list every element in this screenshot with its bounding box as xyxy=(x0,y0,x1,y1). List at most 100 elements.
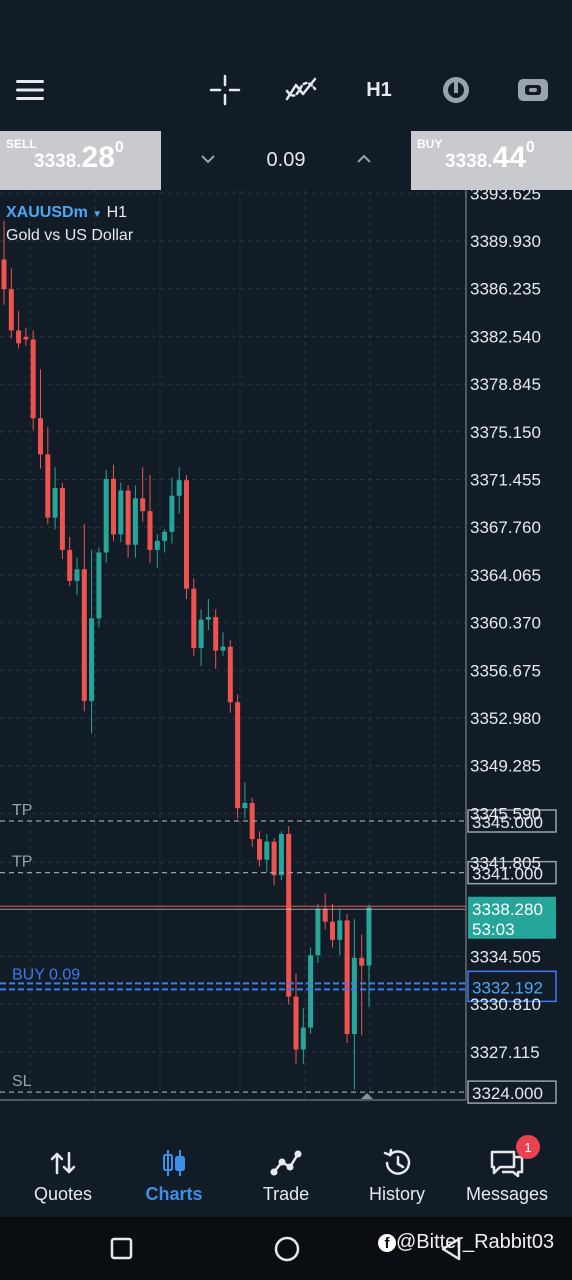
account-icon[interactable] xyxy=(516,70,550,110)
crosshair-icon[interactable] xyxy=(208,70,242,110)
nav-trade[interactable]: Trade xyxy=(231,1148,341,1205)
candle xyxy=(242,782,248,819)
candle-body xyxy=(8,289,14,331)
candle xyxy=(344,913,350,1044)
candle xyxy=(235,694,241,819)
candle-body xyxy=(147,511,153,550)
candle-body xyxy=(213,617,219,651)
candle-body xyxy=(344,920,350,1035)
timeframe-button[interactable]: H1 xyxy=(366,78,392,101)
candle xyxy=(337,908,343,956)
y-tick-label: 3330.810 xyxy=(470,995,541,1014)
buy-price: 3338.440 xyxy=(445,139,535,174)
buy-button[interactable]: BUY 3338.440 xyxy=(411,131,572,190)
candle xyxy=(59,482,65,559)
y-tick-label: 3375.150 xyxy=(470,423,541,442)
candle xyxy=(125,485,131,558)
nav-quotes[interactable]: Quotes xyxy=(8,1148,118,1205)
candle xyxy=(271,837,277,886)
candle-body xyxy=(23,336,29,340)
candle-body xyxy=(184,480,189,589)
menu-icon[interactable] xyxy=(14,70,46,110)
one-click-trading-icon[interactable] xyxy=(440,70,472,110)
candle xyxy=(184,475,189,599)
bottom-nav xyxy=(0,1135,572,1217)
watermark-text: @Bitter_Rabbit03 xyxy=(396,1231,555,1253)
chevron-up-icon[interactable] xyxy=(352,147,376,171)
candle-body xyxy=(30,339,36,419)
candle xyxy=(359,934,365,1036)
candle xyxy=(118,482,124,543)
nav-quotes-label: Quotes xyxy=(33,1184,93,1204)
current-price-box xyxy=(468,896,556,939)
y-tick-label: 3371.455 xyxy=(470,471,541,490)
y-tick-label: 3352.980 xyxy=(470,709,541,728)
candle xyxy=(23,327,29,346)
home-icon[interactable] xyxy=(273,1235,301,1263)
messages-badge: 1 xyxy=(516,1135,540,1159)
system-nav-bar xyxy=(0,1217,572,1280)
candle xyxy=(30,330,36,430)
nav-messages[interactable]: Messages xyxy=(452,1148,562,1205)
candle xyxy=(227,640,233,713)
y-tick-label: 3389.930 xyxy=(470,232,541,251)
watermark: f @Bitter_Rabbit03 xyxy=(378,1231,554,1254)
indicators-icon[interactable] xyxy=(283,70,319,110)
recent-apps-icon[interactable] xyxy=(110,1237,134,1261)
nav-charts-label: Charts xyxy=(145,1184,203,1204)
order-lines: TP 3345.000 TP 3341.000 SL 3324.000 BUY 0.09 33… xyxy=(0,802,557,1104)
candle-body xyxy=(198,619,204,649)
candles xyxy=(1,220,372,1090)
candle-body xyxy=(1,259,7,290)
buy-label: BUY 0.09 xyxy=(12,966,80,983)
candle xyxy=(286,826,292,1005)
chevron-down-icon[interactable] xyxy=(196,147,220,171)
tp1-price-box xyxy=(467,809,557,833)
candle xyxy=(154,534,160,568)
candle-body xyxy=(132,498,138,545)
candle-body xyxy=(59,487,65,550)
candle-body xyxy=(81,569,87,701)
symbol-timeframe: H1 xyxy=(106,204,128,221)
lot-size-value[interactable]: 0.09 xyxy=(266,149,306,171)
price-chart[interactable]: TP 3345.000 TP 3341.000 SL 3324.000 BUY 0.09 33… xyxy=(0,190,572,1105)
sell-button[interactable]: SELL 3338.280 xyxy=(0,131,161,190)
candle xyxy=(140,467,146,522)
x-tick-label: 25 Jul 14:00 xyxy=(288,1103,381,1105)
candle-body xyxy=(118,490,124,535)
back-icon[interactable] xyxy=(440,1237,462,1261)
nav-charts[interactable]: Charts xyxy=(119,1148,229,1205)
candle xyxy=(81,524,87,712)
tp1-label: TP xyxy=(12,802,32,819)
candle-body xyxy=(169,495,175,532)
history-icon xyxy=(383,1148,411,1175)
y-axis: 3393.625 3389.930 3386.235 3382.540 3378.845… xyxy=(470,190,541,1062)
candle-body xyxy=(220,646,226,651)
candle xyxy=(147,475,153,563)
scroll-marker-icon xyxy=(361,1093,373,1099)
symbol-name: XAUUSDm xyxy=(6,204,88,221)
candle-body xyxy=(315,908,321,956)
candle xyxy=(1,220,7,305)
y-tick-label: 3341.805 xyxy=(470,853,541,872)
symbol-description: Gold vs US Dollar xyxy=(6,227,134,244)
chart-symbol[interactable]: XAUUSDm ▼ H1 xyxy=(6,204,127,222)
candle-body xyxy=(38,418,43,455)
candle xyxy=(351,919,357,1090)
tp2-price-box xyxy=(467,860,557,885)
candle-body xyxy=(74,569,80,581)
candle-body xyxy=(205,617,211,620)
y-tick-label: 3364.065 xyxy=(470,566,541,585)
candle-body xyxy=(278,833,284,876)
y-tick-label: 3386.235 xyxy=(470,280,541,299)
sell-label: SELL xyxy=(6,137,37,151)
candle xyxy=(220,632,226,656)
candle xyxy=(162,529,168,553)
x-tick-label: 24 Jul 19:00 xyxy=(145,1103,238,1105)
candle-body xyxy=(330,921,335,940)
candle xyxy=(103,469,109,563)
candle-body xyxy=(227,646,233,703)
trade-icon xyxy=(270,1150,302,1176)
candle xyxy=(300,1008,306,1064)
nav-history[interactable]: History xyxy=(342,1148,452,1205)
